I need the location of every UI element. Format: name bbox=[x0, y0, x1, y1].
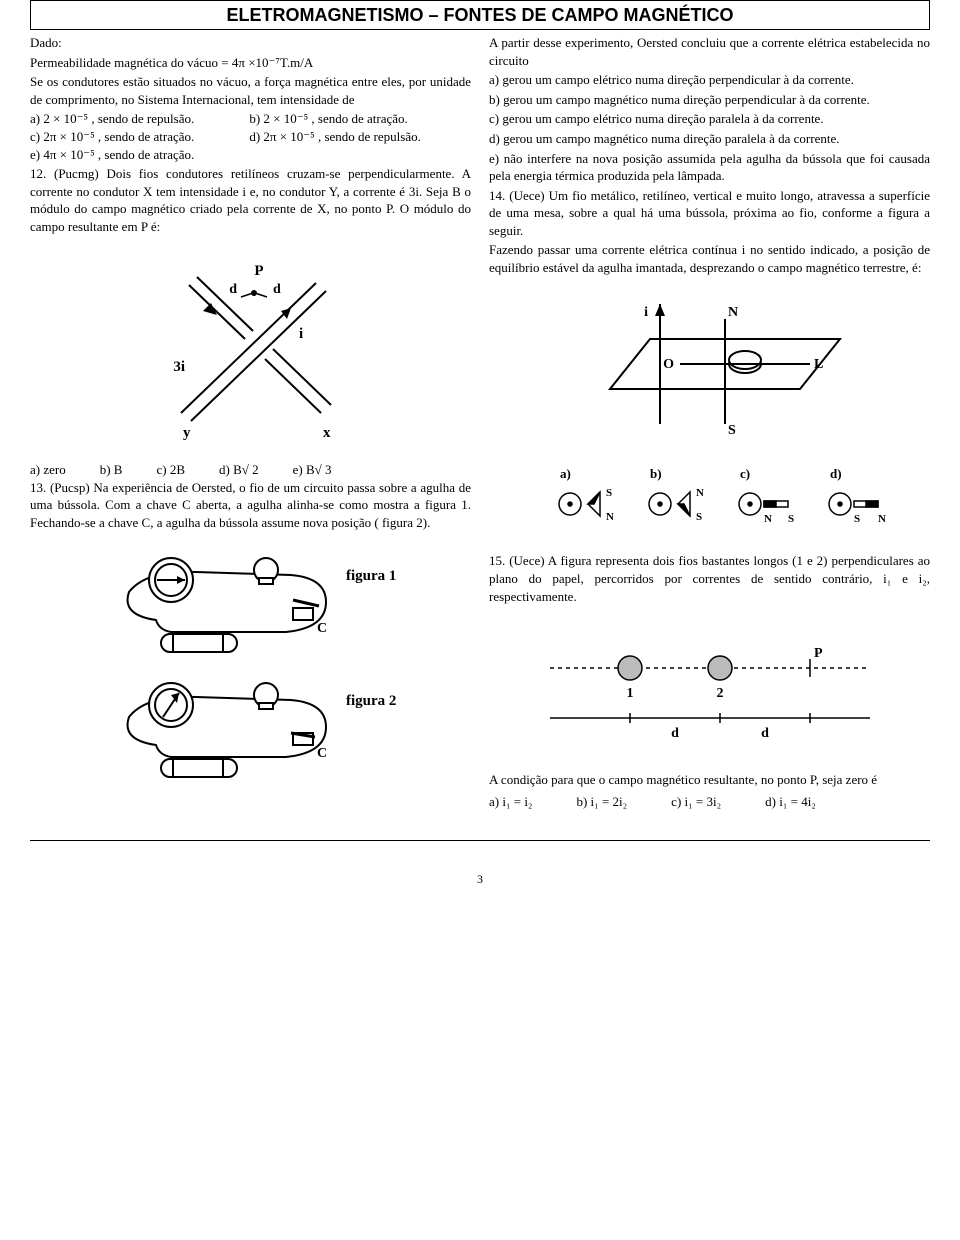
footer-rule bbox=[30, 840, 930, 841]
q11-options-row1: a) 2 × 10⁻⁵ , sendo de repulsão. b) 2 × … bbox=[30, 110, 471, 128]
q15-options: a) i₁ = i₂ b) i₁ = 2i₂ c) i₁ = 3i₂ d) i₁… bbox=[489, 793, 930, 811]
oersted-a: a) gerou um campo elétrico numa direção … bbox=[489, 71, 930, 89]
q15-figure: P 1 2 d d bbox=[489, 623, 930, 753]
q15-d: d) i₁ = 4i₂ bbox=[765, 793, 816, 811]
q14-opt-a: a) bbox=[560, 466, 571, 481]
label-i: i bbox=[299, 326, 303, 342]
q11-d: d) 2π × 10⁻⁵ , sendo de repulsão. bbox=[249, 128, 421, 146]
figure2-label: figura 2 bbox=[346, 693, 396, 709]
svg-text:S: S bbox=[696, 511, 702, 523]
figure2-C: C bbox=[317, 746, 327, 761]
q14-text2: Fazendo passar uma corrente elétrica con… bbox=[489, 241, 930, 276]
svg-text:N: N bbox=[764, 513, 772, 525]
q14-figure: i N O L S a) b) c) d) bbox=[489, 294, 930, 534]
q12-b: b) B bbox=[100, 461, 123, 479]
q12-figure: P d d 3i i y x bbox=[30, 253, 471, 443]
page-title: ELETROMAGNETISMO – FONTES DE CAMPO MAGNÉ… bbox=[30, 0, 930, 30]
q12-d: d) B√ 2 bbox=[219, 461, 259, 479]
q15-label-P: P bbox=[814, 646, 823, 661]
q14-label-N: N bbox=[728, 305, 738, 320]
label-3i: 3i bbox=[173, 359, 185, 375]
q12-c: c) 2B bbox=[156, 461, 185, 479]
svg-text:S: S bbox=[606, 487, 612, 499]
svg-text:S: S bbox=[788, 513, 794, 525]
q15-b: b) i₁ = 2i₂ bbox=[576, 793, 627, 811]
right-column: A partir desse experimento, Oersted conc… bbox=[489, 34, 930, 810]
q14-label-O: O bbox=[663, 357, 674, 372]
q11-b: b) 2 × 10⁻⁵ , sendo de atração. bbox=[249, 110, 407, 128]
q11-a: a) 2 × 10⁻⁵ , sendo de repulsão. bbox=[30, 110, 246, 128]
figure1-label: figura 1 bbox=[346, 568, 396, 584]
q15-label-1: 1 bbox=[626, 686, 633, 701]
oersted-d: d) gerou um campo magnético numa direção… bbox=[489, 130, 930, 148]
q11-e: e) 4π × 10⁻⁵ , sendo de atração. bbox=[30, 146, 471, 164]
label-P: P bbox=[254, 263, 263, 279]
q14-opt-b: b) bbox=[650, 466, 662, 481]
label-y: y bbox=[183, 425, 191, 441]
q14-opt-d: d) bbox=[830, 466, 842, 481]
q13-figures: C figura 1 bbox=[30, 550, 471, 790]
q12-a: a) zero bbox=[30, 461, 66, 479]
q11-options-row2: c) 2π × 10⁻⁵ , sendo de atração. d) 2π ×… bbox=[30, 128, 471, 146]
dado-line: Permeabilidade magnética do vácuo = 4π ×… bbox=[30, 54, 471, 72]
q12-e: e) B√ 3 bbox=[293, 461, 332, 479]
page-number: 3 bbox=[30, 871, 930, 887]
q12-options: a) zero b) B c) 2B d) B√ 2 e) B√ 3 bbox=[30, 461, 471, 479]
q15-label-d2: d bbox=[761, 726, 769, 741]
oersted-c: c) gerou um campo elétrico numa direção … bbox=[489, 110, 930, 128]
q13-text: 13. (Pucsp) Na experiência de Oersted, o… bbox=[30, 479, 471, 532]
q14-label-i: i bbox=[644, 305, 648, 320]
q14-text: 14. (Uece) Um fio metálico, retilíneo, v… bbox=[489, 187, 930, 240]
label-d1: d bbox=[229, 282, 237, 297]
q14-opt-c: c) bbox=[740, 466, 750, 481]
label-d2: d bbox=[273, 282, 281, 297]
q15-a: a) i₁ = i₂ bbox=[489, 793, 532, 811]
q15-label-d1: d bbox=[671, 726, 679, 741]
svg-text:N: N bbox=[878, 513, 886, 525]
q15-text: 15. (Uece) A figura representa dois fios… bbox=[489, 552, 930, 605]
q15-c: c) i₁ = 3i₂ bbox=[671, 793, 721, 811]
q15-label-2: 2 bbox=[716, 686, 723, 701]
q11-c: c) 2π × 10⁻⁵ , sendo de atração. bbox=[30, 128, 246, 146]
oersted-e: e) não interfere na nova posição assumid… bbox=[489, 150, 930, 185]
svg-text:N: N bbox=[696, 487, 704, 499]
q15-cond: A condição para que o campo magnético re… bbox=[489, 771, 930, 789]
figure1-C: C bbox=[317, 621, 327, 636]
q14-label-S: S bbox=[728, 423, 736, 438]
left-column: Dado: Permeabilidade magnética do vácuo … bbox=[30, 34, 471, 810]
dado-label: Dado: bbox=[30, 34, 471, 52]
q12-text: 12. (Pucmg) Dois fios condutores retilín… bbox=[30, 165, 471, 235]
q14-label-L: L bbox=[814, 357, 823, 372]
two-column-layout: Dado: Permeabilidade magnética do vácuo … bbox=[30, 34, 930, 810]
svg-text:S: S bbox=[854, 513, 860, 525]
label-x: x bbox=[323, 425, 331, 441]
oersted-intro: A partir desse experimento, Oersted conc… bbox=[489, 34, 930, 69]
q11-intro: Se os condutores estão situados no vácuo… bbox=[30, 73, 471, 108]
oersted-b: b) gerou um campo magnético numa direção… bbox=[489, 91, 930, 109]
svg-text:N: N bbox=[606, 511, 614, 523]
